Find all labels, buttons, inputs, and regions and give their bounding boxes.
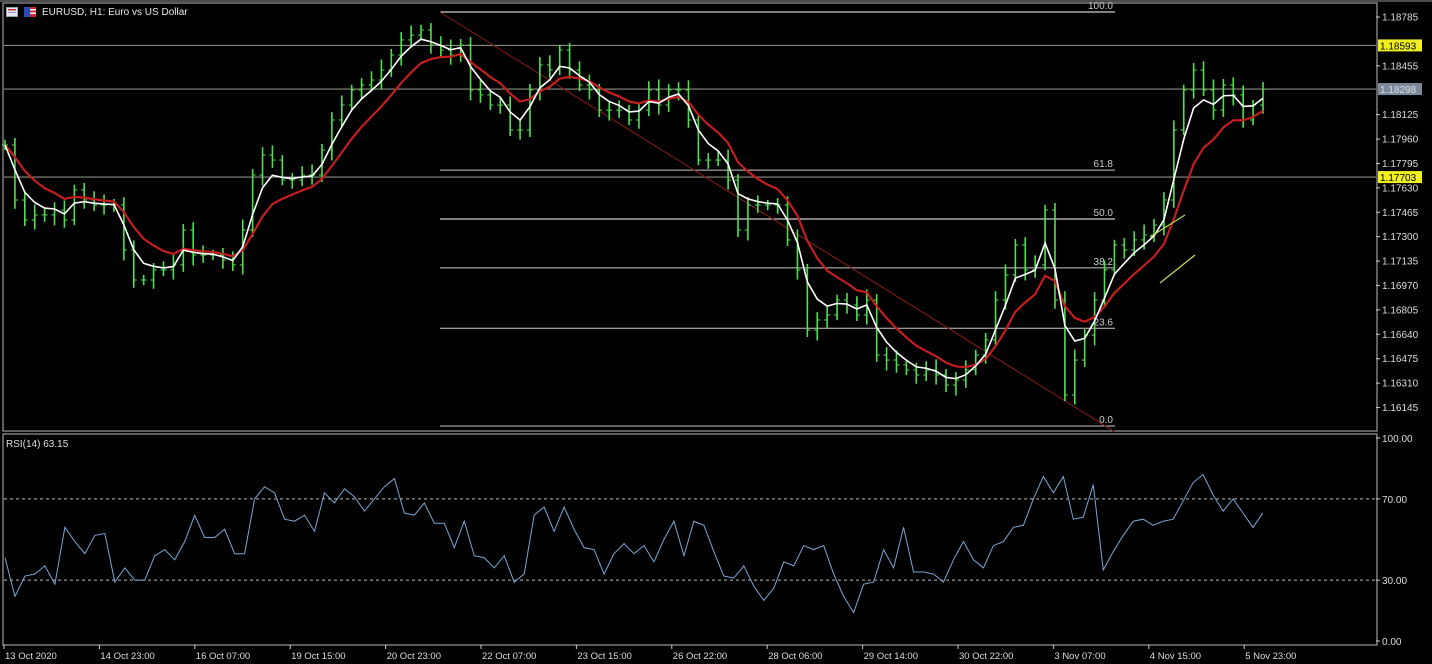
trendline (1149, 214, 1186, 238)
moving-average-slow (4, 52, 1264, 369)
x-tick-label: 22 Oct 07:00 (482, 651, 536, 662)
y-tick-label: 1.16475 (1382, 354, 1419, 365)
fib-trendline (439, 11, 1116, 432)
fib-level-label: 50.0 (1094, 208, 1114, 219)
main-plot-frame (2, 2, 1378, 432)
fib-level-label: 0.0 (1099, 415, 1113, 426)
y-tick-label: 1.16805 (1382, 305, 1419, 316)
y-tick-label: 1.18125 (1382, 110, 1419, 121)
rsi-label: RSI(14) 63.15 (6, 439, 69, 450)
price-tag-background (1378, 171, 1422, 184)
y-tick-label: 1.17795 (1382, 159, 1419, 170)
y-tick-label: 1.16145 (1382, 403, 1419, 414)
x-tick-label: 14 Oct 23:00 (100, 651, 154, 662)
x-tick-label: 19 Oct 15:00 (291, 651, 345, 662)
fib-level-label: 23.6 (1094, 317, 1114, 328)
y-tick-label: 1.17300 (1382, 232, 1419, 243)
x-tick-label: 28 Oct 06:00 (768, 651, 822, 662)
price-tag-label: 1.18593 (1380, 41, 1417, 52)
x-tick-label: 5 Nov 23:00 (1245, 651, 1296, 662)
price-tag-background (1378, 83, 1422, 96)
price-chart-pane[interactable]: 1.18785 1.18455 1.18125 1.17960 1.17795 1.176… (0, 0, 1432, 432)
y-tick-label: 1.16640 (1382, 330, 1419, 341)
fib-level-label: 100.0 (1088, 1, 1113, 12)
x-tick-label: 16 Oct 07:00 (196, 651, 250, 662)
rsi-line (4, 473, 1264, 614)
rsi-indicator-pane[interactable]: 100.00 70.00 30.00 0.00 RSI(14) 63.15 13 Oct … (0, 432, 1432, 664)
y-tick-label: 1.16310 (1382, 379, 1419, 390)
price-tag-label: 1.18298 (1380, 85, 1417, 96)
y-tick-label: 1.18785 (1382, 13, 1419, 24)
rsi-y-tick-label: 0.00 (1382, 637, 1402, 648)
y-tick-label: 1.17135 (1382, 257, 1419, 268)
x-tick-label: 23 Oct 15:00 (577, 651, 631, 662)
x-tick-label: 30 Oct 22:00 (959, 651, 1013, 662)
y-tick-label: 1.17630 (1382, 183, 1419, 194)
moving-average-fast (4, 38, 1264, 380)
rsi-plot-frame (2, 433, 1378, 646)
rsi-y-tick-label: 70.00 (1382, 495, 1407, 506)
x-tick-label: 13 Oct 2020 (5, 651, 57, 662)
price-tag-background (1378, 39, 1422, 52)
eu-us-flag-icon (24, 7, 36, 17)
x-tick-label: 20 Oct 23:00 (387, 651, 441, 662)
x-tick-label: 29 Oct 14:00 (864, 651, 918, 662)
chart-symbol-title: EURUSD, H1: Euro vs US Dollar (42, 7, 188, 18)
price-tag-label: 1.17703 (1380, 173, 1417, 184)
chart-window-icon (6, 7, 18, 17)
rsi-y-tick-label: 100.00 (1382, 434, 1413, 445)
y-tick-label: 1.18455 (1382, 61, 1419, 72)
y-tick-label: 1.16970 (1382, 281, 1419, 292)
x-tick-label: 3 Nov 07:00 (1054, 651, 1105, 662)
x-tick-label: 4 Nov 15:00 (1150, 651, 1201, 662)
fib-level-label: 61.8 (1094, 159, 1114, 170)
trendline (1159, 254, 1196, 284)
fib-level-label: 38.2 (1094, 257, 1114, 268)
rsi-y-tick-label: 30.00 (1382, 576, 1407, 587)
x-tick-label: 26 Oct 22:00 (673, 651, 727, 662)
y-tick-label: 1.17960 (1382, 135, 1419, 146)
y-tick-label: 1.17465 (1382, 208, 1419, 219)
